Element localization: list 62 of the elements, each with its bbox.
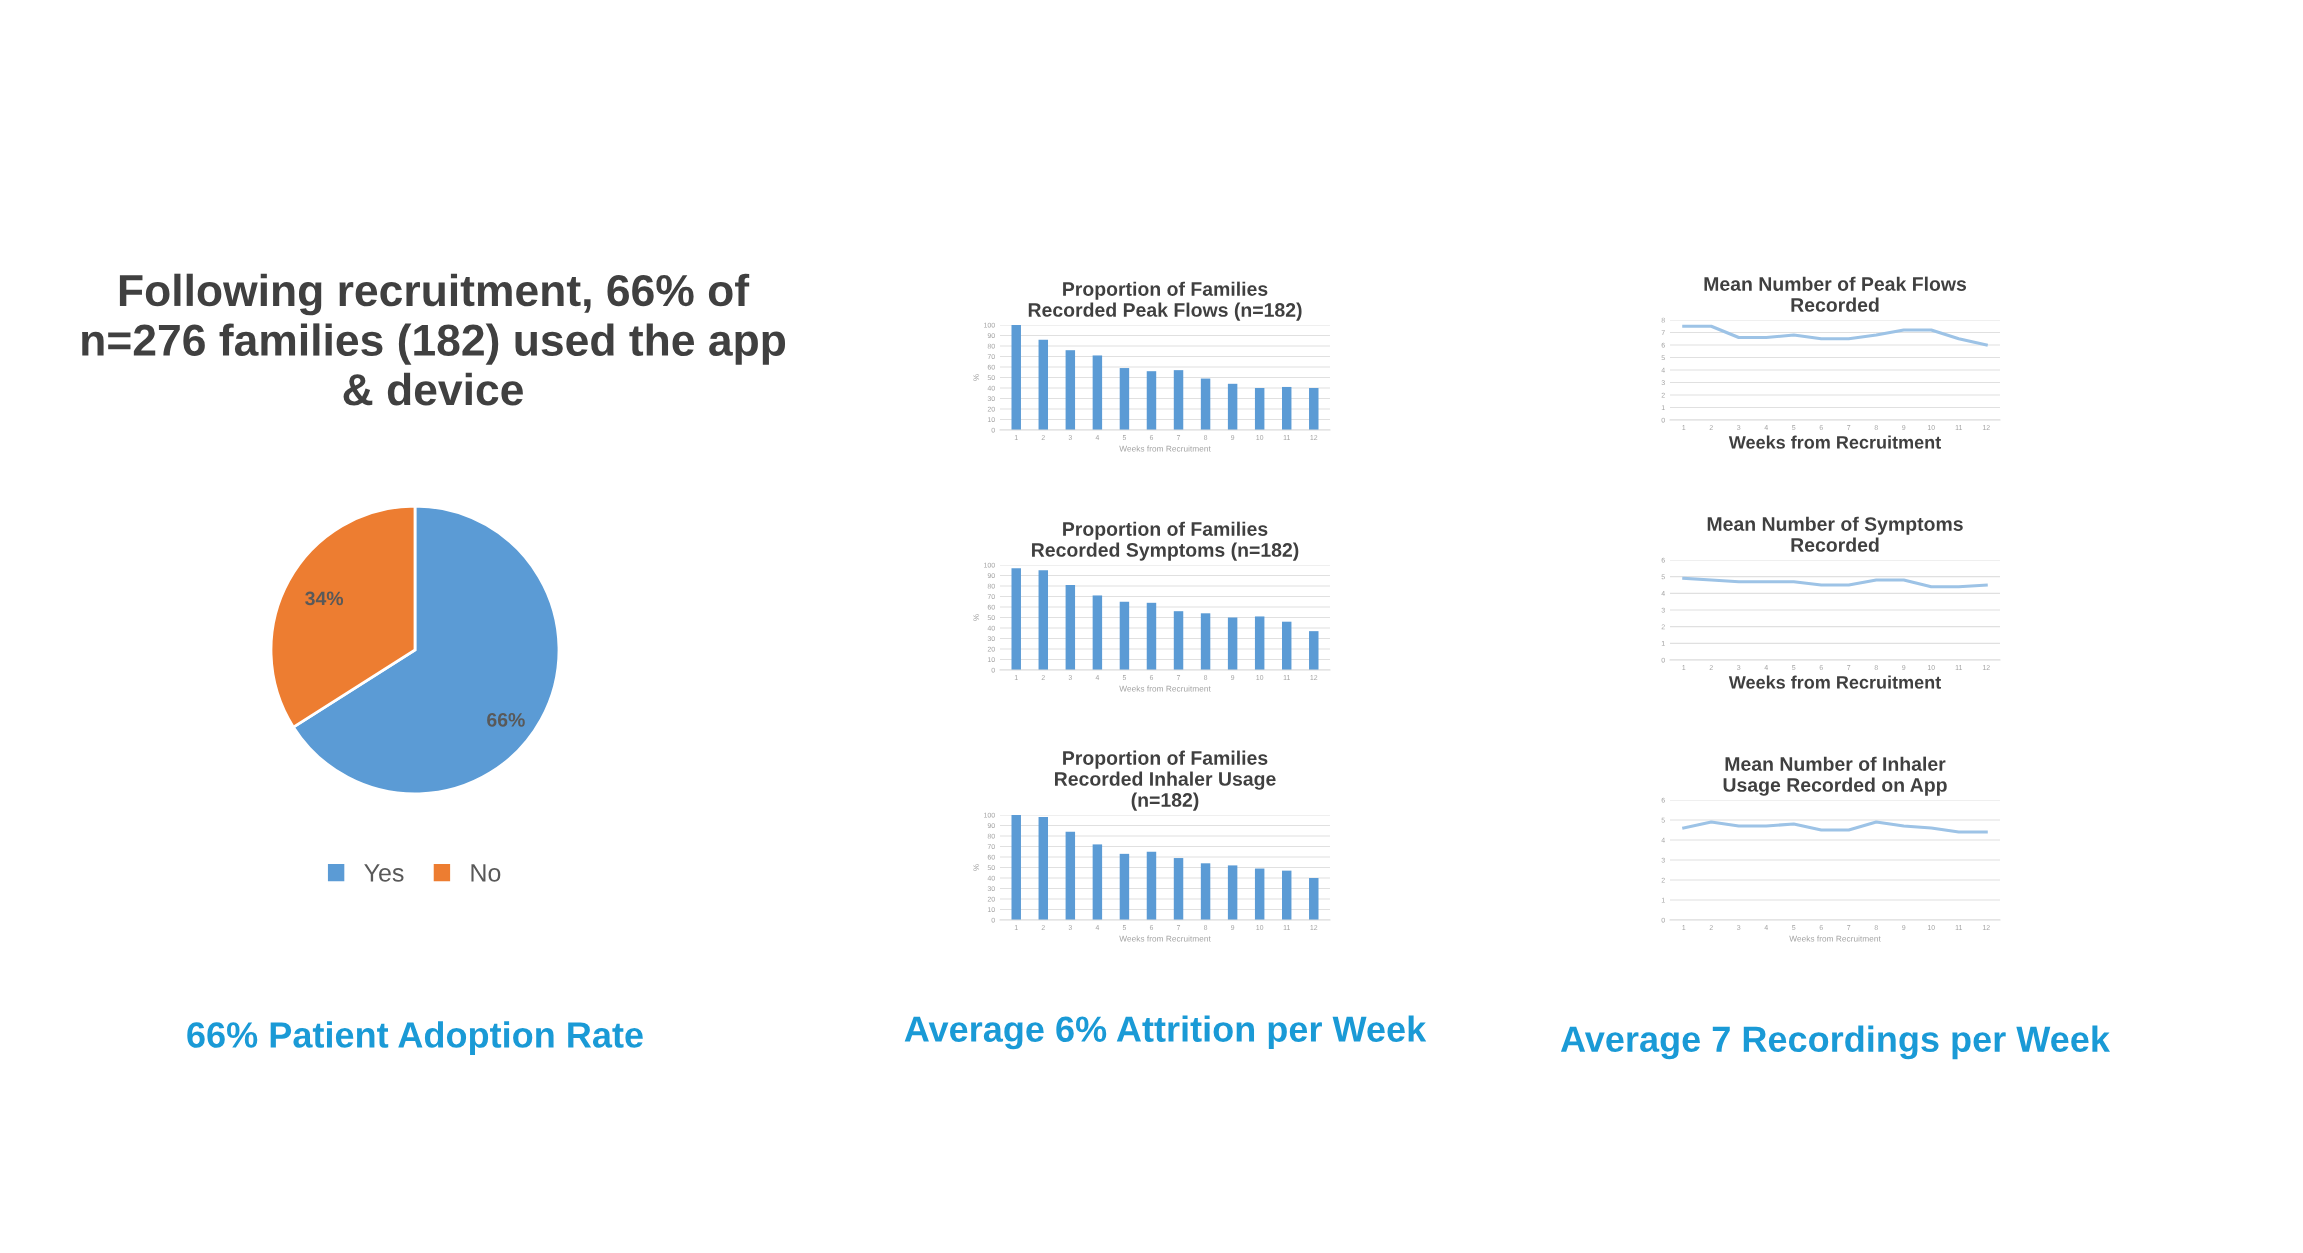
legend-label: Yes	[364, 864, 404, 882]
bar	[1119, 853, 1130, 920]
text: Average 6% Attrition per Week	[904, 1015, 1427, 1050]
y-axis-title: %	[973, 614, 980, 621]
bar	[1309, 631, 1319, 670]
bar	[1146, 851, 1157, 920]
bar	[1011, 568, 1021, 670]
chart-title: Proportion of Families Recorded Peak Flows (n=182)	[1028, 281, 1302, 321]
chart-title: Proportion of Families Recorded Inhaler Usage (n=182)	[1055, 750, 1276, 811]
x-axis-title: Weeks from Recruitment	[1728, 675, 1941, 689]
x-axis-title: Weeks from Recruitment	[1119, 935, 1211, 942]
bar	[1146, 371, 1157, 430]
bar	[1065, 584, 1076, 670]
bar	[1038, 817, 1049, 920]
chart-title: Mean Number of Peak Flows Recorded	[1704, 276, 1967, 312]
x-axis-title: Weeks from Recruitment	[1728, 435, 1941, 449]
bar	[1092, 355, 1103, 430]
bar	[1038, 339, 1049, 430]
bar	[1254, 868, 1265, 920]
bar	[1011, 325, 1021, 430]
bar	[1309, 388, 1319, 430]
bar	[1173, 611, 1184, 670]
line-series	[1682, 820, 1988, 834]
bar	[1065, 350, 1076, 430]
y-axis-title: %	[973, 374, 980, 381]
chart-title: Mean Number of Inhaler Usage Recorded on App	[1723, 756, 1947, 796]
bar	[1227, 383, 1238, 430]
data-label: 34%	[305, 591, 344, 606]
bar	[1254, 616, 1265, 670]
x-axis-title: Weeks from Recruitment	[1119, 445, 1211, 452]
data-label: 66%	[487, 713, 525, 727]
bar	[1200, 863, 1211, 920]
y-axis-title: %	[973, 864, 980, 871]
legend-label: No	[471, 864, 501, 882]
bar	[1173, 370, 1184, 430]
text: Average 7 Recordings per Week	[1560, 1025, 2111, 1060]
bar	[1065, 831, 1076, 920]
bar	[1038, 570, 1049, 670]
bar	[1092, 595, 1103, 670]
bar	[1173, 858, 1184, 920]
line-series	[1682, 324, 1988, 347]
chart-title: Following recruitment, 66% of n=276 families (182) used the app & device	[82, 273, 786, 406]
bar	[1281, 386, 1292, 430]
bar	[1119, 601, 1130, 670]
bar	[1146, 602, 1157, 670]
bar	[1227, 617, 1238, 670]
text: 66% Patient Adoption Rate	[187, 1021, 643, 1055]
bar	[1309, 878, 1319, 920]
chart-title: Mean Number of Symptoms Recorded	[1707, 516, 1963, 552]
bar	[1011, 815, 1021, 920]
chart-title: Proportion of Families Recorded Symptoms (n=182)	[1032, 521, 1299, 561]
bar	[1200, 378, 1211, 430]
x-axis-title: Weeks from Recruitment	[1119, 685, 1211, 692]
bar	[1227, 865, 1238, 920]
bar	[1200, 613, 1211, 670]
bar	[1119, 368, 1130, 430]
bar	[1092, 844, 1103, 920]
bar	[1281, 870, 1292, 920]
bar	[1254, 388, 1265, 430]
bar	[1281, 621, 1292, 670]
x-axis-title: Weeks from Recruitment	[1789, 935, 1881, 942]
line-series	[1682, 576, 1988, 589]
